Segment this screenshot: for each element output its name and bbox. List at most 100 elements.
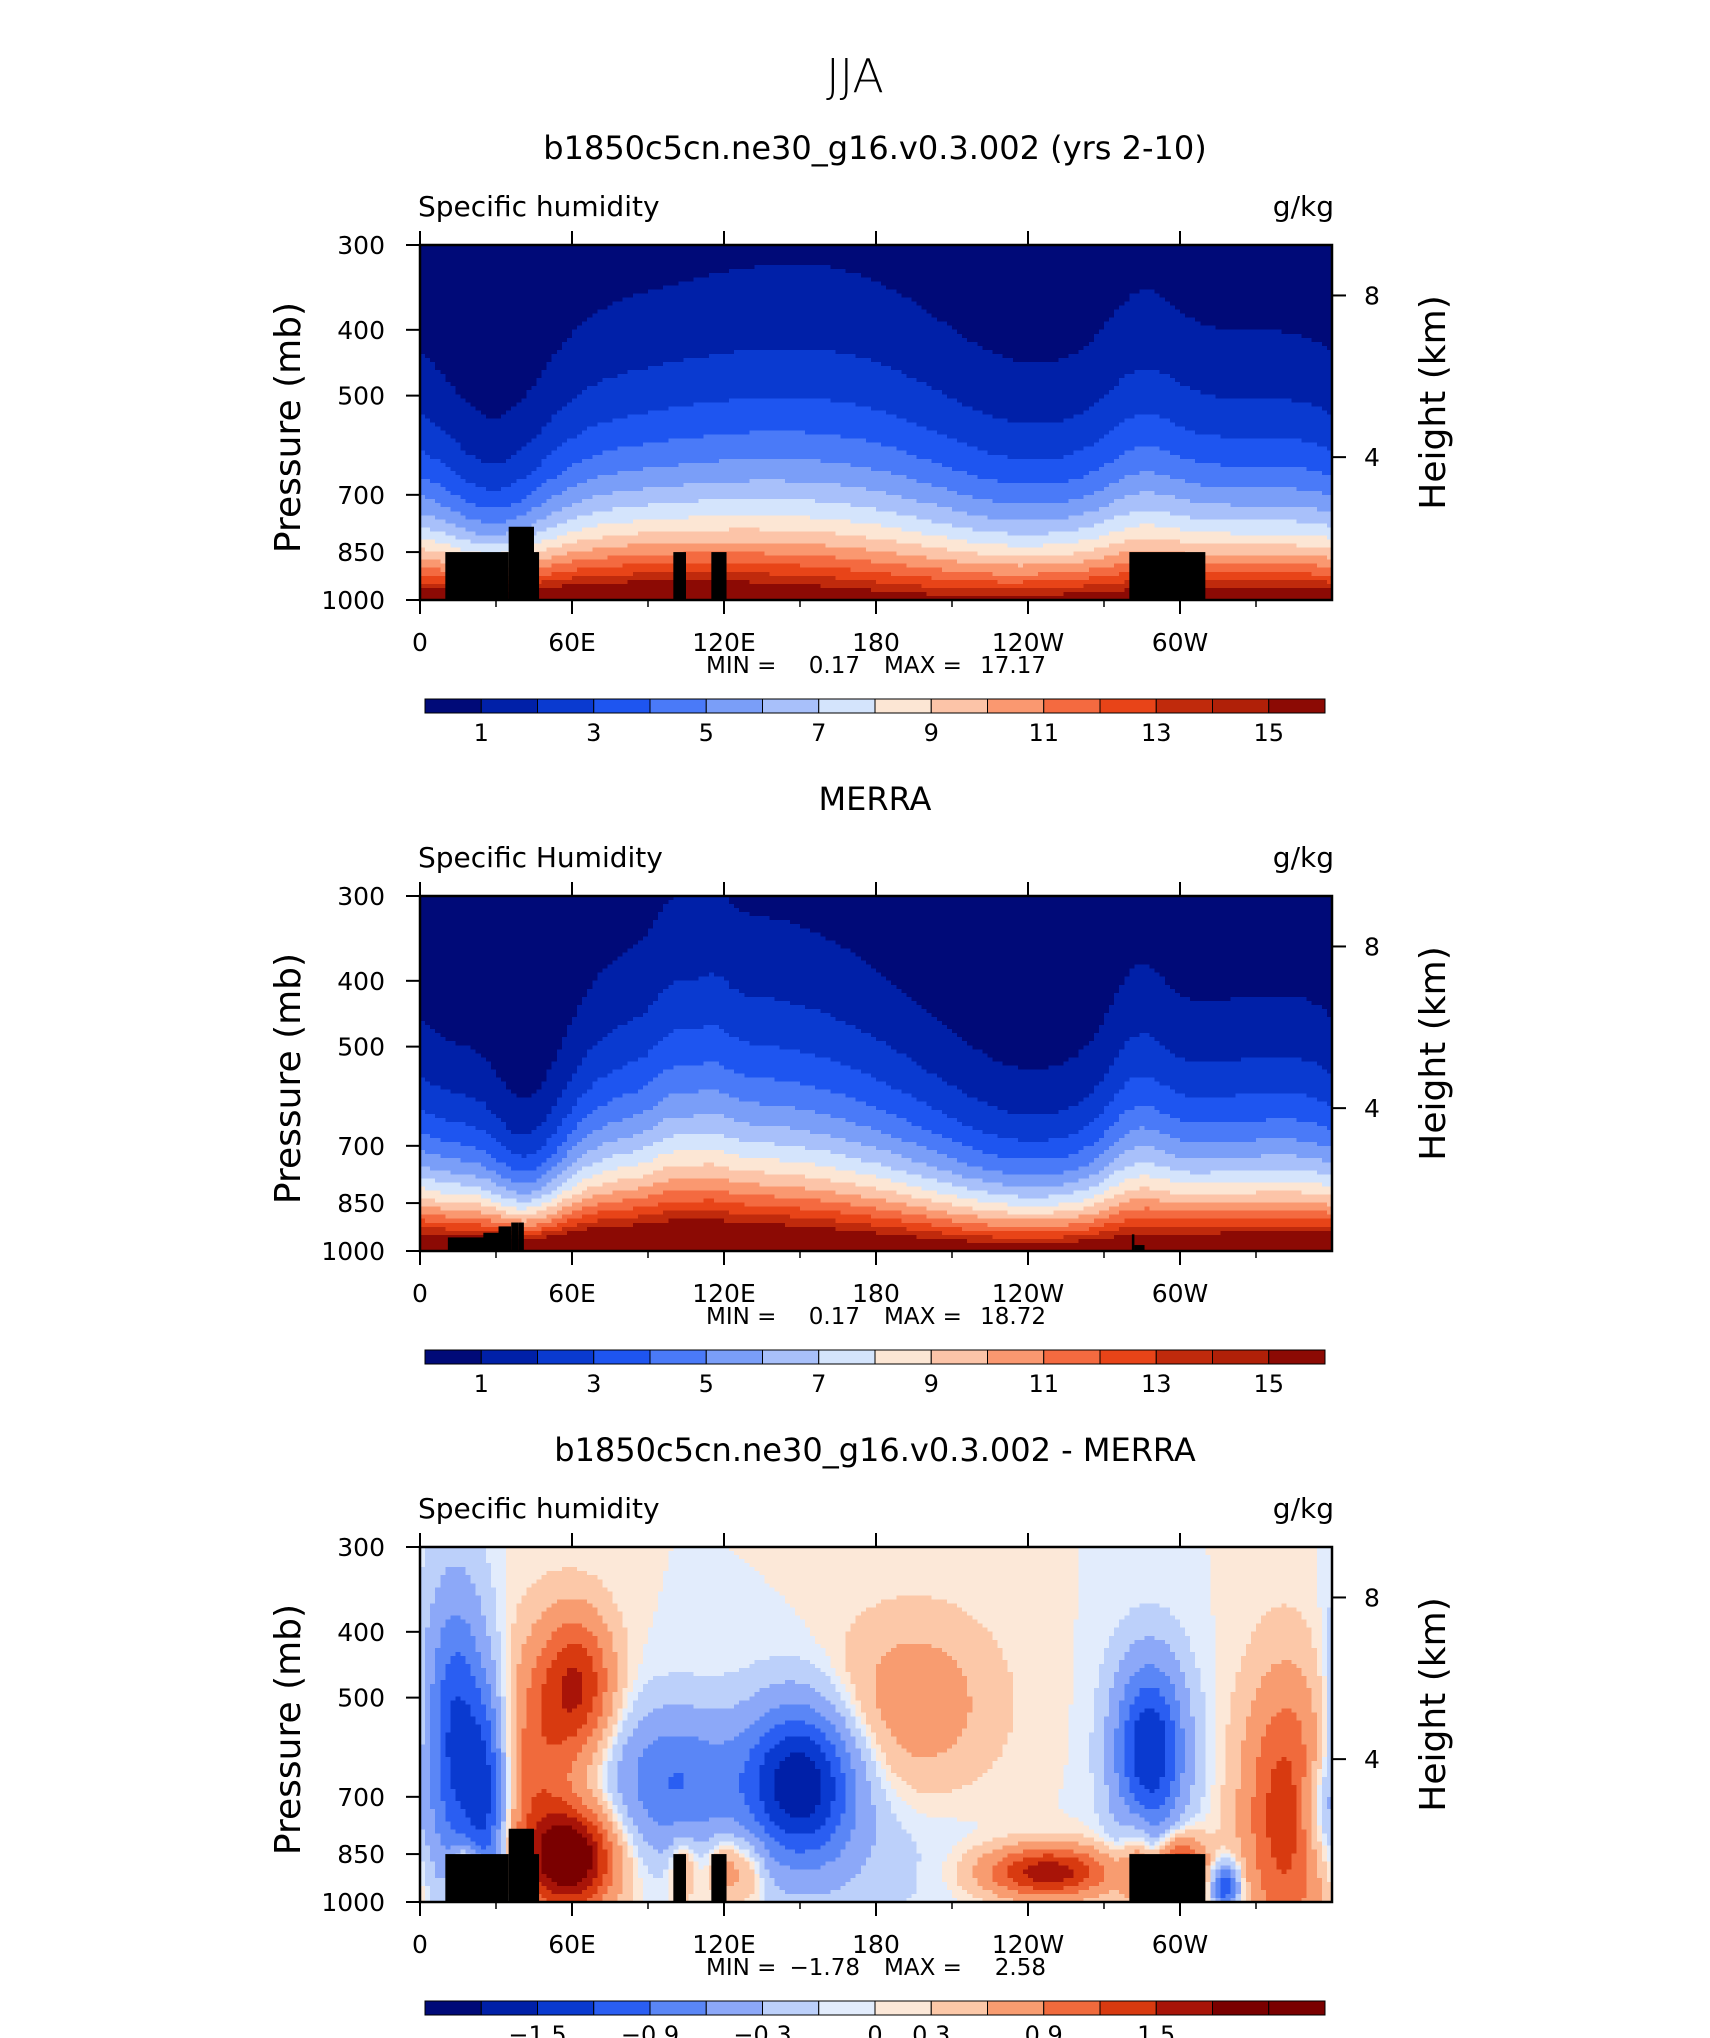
contour-cell <box>845 1631 994 1637</box>
contour-cell <box>1261 1740 1303 1746</box>
contour-cell <box>440 1833 467 1839</box>
contour-cell <box>445 430 543 436</box>
contour-cell <box>810 1129 882 1135</box>
contour-cell <box>1093 1772 1105 1778</box>
contour-cell <box>1063 1776 1095 1782</box>
contour-cell <box>420 992 588 998</box>
contour-cell <box>526 1154 553 1159</box>
contour-cell <box>490 1809 497 1814</box>
contour-cell <box>511 1724 517 1730</box>
contour-cell <box>541 1849 593 1855</box>
contour-cell <box>1114 313 1186 319</box>
contour-cell <box>1093 1708 1110 1713</box>
contour-cell <box>627 1712 649 1718</box>
contour-cell <box>1078 1615 1125 1621</box>
contour-cell <box>1139 1692 1161 1697</box>
contour-cell <box>1104 555 1328 561</box>
contour-cell <box>1114 1631 1186 1637</box>
contour-cell <box>440 1732 446 1738</box>
contour-cell <box>501 1760 507 1766</box>
contour-cell <box>450 1720 477 1726</box>
panel-model: b1850c5cn.ne30_g16.v0.3.002 (yrs 2-10)Sp… <box>268 129 1454 747</box>
contour-cell <box>1240 1764 1257 1770</box>
contour-cell <box>1311 1833 1318 1839</box>
contour-cell <box>612 1069 664 1075</box>
contour-cell <box>541 1162 558 1167</box>
contour-cell <box>1093 1837 1105 1843</box>
contour-cell <box>1316 1756 1323 1762</box>
contour-cell <box>820 1845 847 1851</box>
contour-cell <box>440 1736 446 1742</box>
contour-cell <box>1215 1764 1227 1770</box>
contour-cell <box>840 1712 852 1718</box>
contour-cell <box>1205 1752 1217 1758</box>
contour-cell <box>1215 1829 1237 1835</box>
contour-cell <box>1266 1817 1298 1822</box>
contour-cell <box>420 555 462 561</box>
contour-cell <box>1114 1097 1318 1103</box>
contour-cell <box>754 1817 771 1822</box>
contour-cell <box>855 1712 867 1718</box>
contour-cell <box>977 1861 999 1867</box>
contour-cell <box>1078 1575 1211 1580</box>
contour-cell <box>673 896 730 901</box>
contour-cell <box>465 1809 492 1814</box>
contour-cell <box>946 1651 1004 1657</box>
contour-cell <box>876 1696 973 1701</box>
contour-cell <box>1200 483 1333 488</box>
contour-cell <box>1326 1752 1333 1758</box>
contour-cell <box>420 1037 446 1042</box>
contour-cell <box>693 1113 725 1119</box>
y-tick-label: 300 <box>337 882 385 911</box>
contour-cell <box>749 1809 766 1814</box>
contour-cell <box>435 1829 457 1835</box>
contour-cell <box>536 1655 558 1661</box>
contour-cell <box>1114 1760 1125 1766</box>
contour-cell <box>435 515 467 520</box>
contour-cell <box>627 579 750 585</box>
contour-cell <box>759 1772 776 1778</box>
contour-cell <box>480 1728 492 1734</box>
contour-cell <box>430 1780 441 1786</box>
contour-cell <box>470 1712 487 1718</box>
contour-cell <box>668 984 730 990</box>
contour-cell <box>967 1712 1014 1718</box>
contour-cell <box>982 1841 1019 1847</box>
contour-cell <box>779 1158 862 1163</box>
contour-cell <box>1119 1154 1176 1159</box>
contour-cell <box>1012 1684 1075 1689</box>
contour-cell <box>1316 1869 1328 1875</box>
contour-cell <box>607 1121 659 1127</box>
contour-cell <box>485 487 502 492</box>
contour-cell <box>1185 426 1333 432</box>
contour-cell <box>1220 1785 1242 1790</box>
contour-cell <box>496 1627 507 1633</box>
contour-cell <box>1063 454 1120 460</box>
contour-cell <box>1098 535 1328 541</box>
contour-cell <box>602 1873 614 1879</box>
contour-cell <box>1174 1651 1196 1657</box>
contour-cell <box>1195 1813 1206 1818</box>
contour-cell <box>501 1752 507 1758</box>
contour-cell <box>1311 571 1333 577</box>
contour-cell <box>1195 1732 1206 1738</box>
contour-cell <box>1088 1740 1105 1746</box>
contour-cell <box>1154 968 1333 974</box>
contour-cell <box>1078 1563 1211 1568</box>
contour-cell <box>475 406 512 411</box>
contour-cell <box>764 551 897 557</box>
contour-cell <box>1068 1748 1090 1754</box>
contour-cell <box>693 1849 710 1855</box>
contour-cell <box>1129 1805 1146 1810</box>
contour-cell <box>420 519 446 524</box>
contour-cell <box>637 1057 831 1062</box>
contour-cell <box>1093 1829 1105 1835</box>
contour-cell <box>637 1825 745 1830</box>
contour-cell <box>805 430 938 436</box>
contour-cell <box>1316 1603 1333 1609</box>
contour-cell <box>921 531 1009 537</box>
contour-cell <box>490 1825 502 1830</box>
contour-cell <box>941 1647 1004 1653</box>
contour-cell <box>810 1736 826 1742</box>
contour-cell <box>668 1033 730 1038</box>
